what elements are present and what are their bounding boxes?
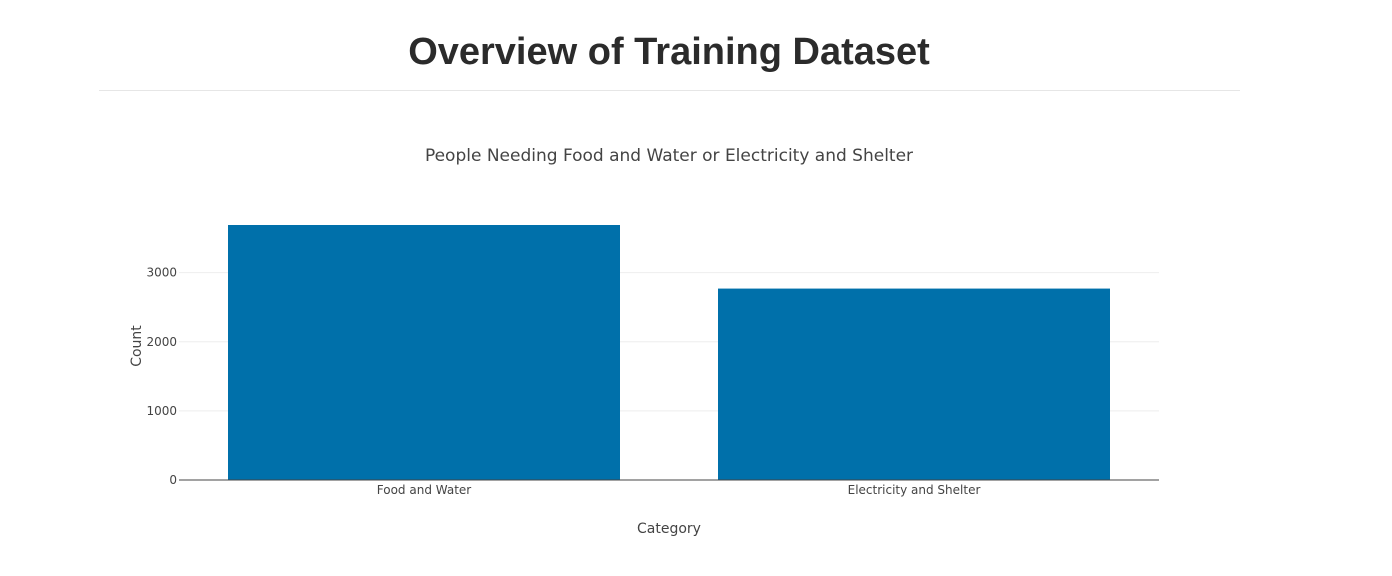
title-divider [99,90,1240,91]
y-tick-label: 3000 [146,266,177,280]
x-tick-label: Electricity and Shelter [848,483,981,497]
x-tick-label: Food and Water [377,483,472,497]
y-tick-labels: 0 1000 2000 3000 [146,266,177,487]
chart-title: People Needing Food and Water or Electri… [425,146,913,166]
page-title: Overview of Training Dataset [408,31,930,73]
bar [228,225,620,480]
bar [718,288,1110,480]
y-tick-label: 0 [169,473,177,487]
x-axis-title: Category [637,521,701,537]
bars [228,225,1110,480]
y-axis-title: Count [129,325,145,367]
x-tick-labels: Food and Water Electricity and Shelter [377,483,981,497]
y-tick-label: 2000 [146,335,177,349]
y-tick-label: 1000 [146,404,177,418]
